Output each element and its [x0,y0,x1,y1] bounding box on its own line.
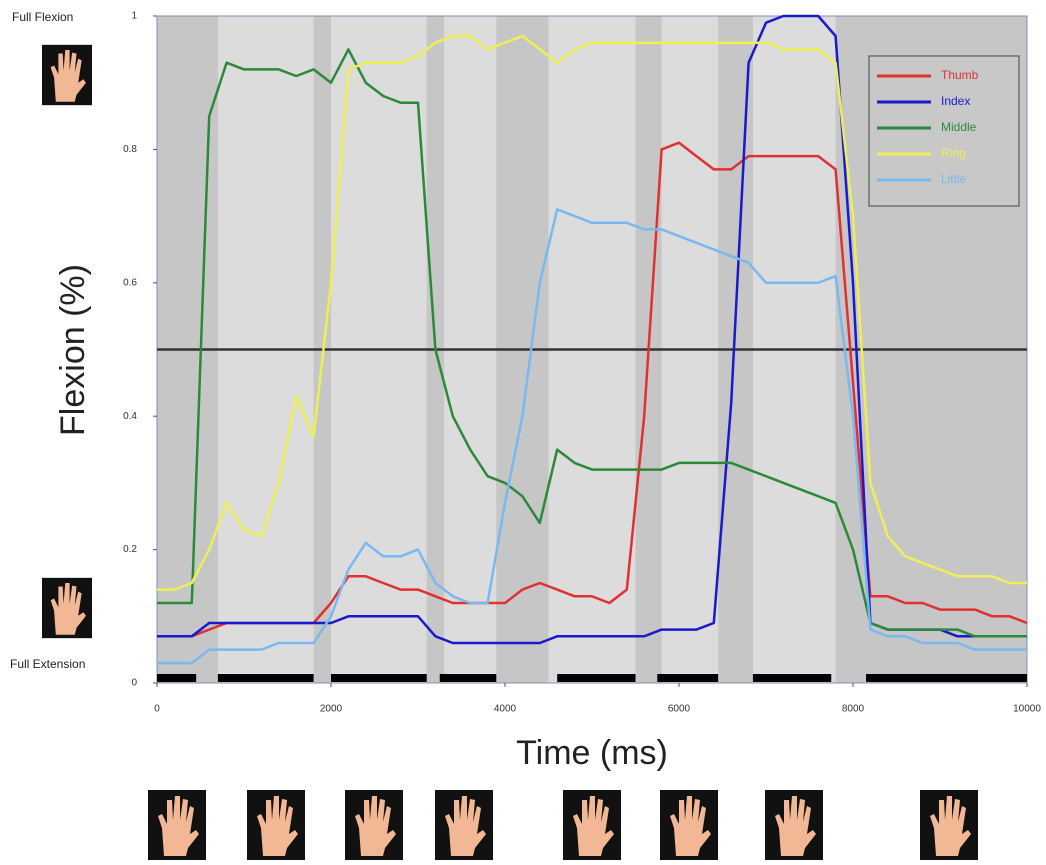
legend-label: Little [941,172,967,186]
gesture-bar [657,674,718,682]
y-tick-label: 0.2 [123,544,137,555]
hand-icon [660,790,718,860]
x-tick-label: 6000 [668,704,691,715]
gesture-bar [866,674,1027,682]
legend-label: Thumb [941,68,979,82]
full-extension-label: Full Extension [10,657,85,671]
hand-icon [148,790,206,860]
hand-icon [563,790,621,860]
y-tick-label: 1 [131,11,137,22]
y-axis-title: Flexion (%) [54,264,92,436]
y-tick-label: 0.4 [123,411,137,422]
hand-icon [765,790,823,860]
y-tick-label: 0 [131,678,137,689]
y-tick-label: 0.8 [123,144,137,155]
y-tick-label: 0.6 [123,277,137,288]
gesture-bar [157,674,196,682]
gesture-bar [440,674,497,682]
full-flexion-label: Full Flexion [12,10,73,24]
legend-label: Index [941,94,970,108]
hand-icon [345,790,403,860]
hand-icon [42,578,92,638]
hand-icon [920,790,978,860]
gesture-bar [753,674,831,682]
legend-label: Middle [941,120,977,134]
x-tick-label: 2000 [320,704,343,715]
hand-icon [435,790,493,860]
hand-icon [42,45,92,105]
chart: Full Flexion Full Extension Flexion (%) … [0,0,1046,865]
hand-icon [247,790,305,860]
x-tick-label: 8000 [842,704,865,715]
gesture-icons [148,790,978,860]
x-tick-label: 4000 [494,704,517,715]
gesture-bar [557,674,635,682]
x-axis-title: Time (ms) [516,734,668,772]
gesture-bar [331,674,427,682]
x-tick-label: 10000 [1013,704,1041,715]
x-tick-label: 0 [154,704,160,715]
gesture-bar [218,674,314,682]
legend-label: Ring [941,146,966,160]
